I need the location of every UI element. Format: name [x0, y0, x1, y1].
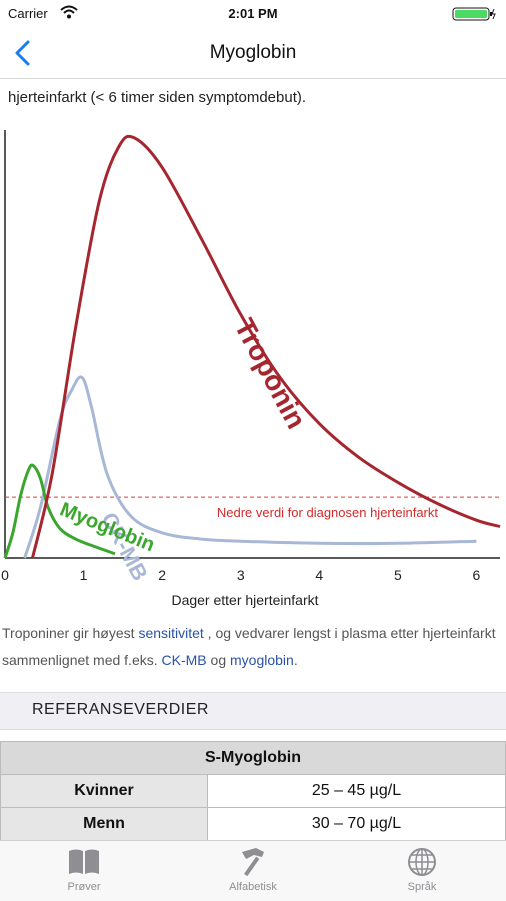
chart-caption: Troponiner gir høyest sensitivitet , og … — [2, 620, 502, 674]
troponin-line — [31, 134, 501, 559]
status-bar: Carrier 2:01 PM — [0, 0, 506, 28]
intro-text: hjerteinfarkt (< 6 timer siden symptomde… — [8, 89, 307, 106]
x-tick-label: 6 — [473, 567, 481, 583]
caption-text-4: . — [293, 652, 298, 668]
myoglobin-label: Myoglobin — [57, 499, 158, 557]
table-title: S-Myoglobin — [0, 741, 506, 775]
table-row: Kvinner 25 – 45 µg/L — [0, 774, 506, 808]
status-time: 2:01 PM — [228, 6, 278, 21]
tab-label: Alfabetisk — [229, 881, 277, 893]
x-tick-label: 2 — [158, 567, 166, 583]
x-tick-label: 5 — [394, 567, 402, 583]
globe-icon — [408, 848, 436, 876]
row-value: 30 – 70 µg/L — [207, 807, 506, 841]
reference-section-header: REFERANSEVERDIER — [0, 692, 506, 730]
sensitivitet-link[interactable]: sensitivitet — [138, 625, 204, 641]
x-tick-label: 3 — [237, 567, 245, 583]
back-chevron-icon[interactable] — [8, 38, 38, 68]
row-value: 25 – 45 µg/L — [207, 774, 506, 808]
row-label: Menn — [0, 807, 208, 841]
tab-sprak[interactable]: Språk — [362, 847, 482, 893]
tab-alfabetisk[interactable]: Alfabetisk — [193, 847, 313, 893]
hammer-icon — [242, 848, 264, 877]
chart-svg: Nedre verdi for diagnosen hjerteinfarkt T… — [1, 130, 501, 608]
tab-label: Prøver — [67, 881, 101, 893]
tab-bar: Prøver Alfabetisk Språk — [0, 840, 506, 901]
x-axis-label: Dager etter hjerteinfarkt — [171, 592, 318, 608]
clipped-text-line — [6, 74, 386, 78]
tab-label: Språk — [407, 881, 437, 893]
caption-text-1: Troponiner gir høyest — [2, 625, 139, 641]
myoglobin-line — [3, 463, 116, 559]
caption-text-3: og — [206, 652, 230, 668]
caption-text-2: , og vedvarer lengst i plasma etter hjer… — [2, 625, 496, 668]
tab-prover[interactable]: Prøver — [24, 847, 144, 893]
battery-icon — [452, 7, 496, 21]
table-row: Menn 30 – 70 µg/L — [0, 807, 506, 841]
myoglobin-link[interactable]: myoglobin — [230, 652, 294, 668]
biomarker-chart: Nedre verdi for diagnosen hjerteinfarkt T… — [0, 120, 506, 620]
troponin-label: Troponin — [229, 313, 313, 433]
carrier-label: Carrier — [8, 6, 48, 21]
table-header-row: S-Myoglobin — [0, 741, 506, 775]
x-tick-label: 1 — [80, 567, 88, 583]
reference-table: S-Myoglobin Kvinner 25 – 45 µg/L Menn 30… — [0, 741, 506, 841]
x-tick-label: 0 — [1, 567, 9, 583]
navigation-bar: Myoglobin — [0, 28, 506, 79]
wifi-icon — [60, 5, 78, 19]
x-tick-label: 4 — [315, 567, 323, 583]
ck-mb-link[interactable]: CK-MB — [161, 652, 207, 668]
row-label: Kvinner — [0, 774, 208, 808]
threshold-label: Nedre verdi for diagnosen hjerteinfarkt — [217, 505, 439, 520]
reference-section-title: REFERANSEVERDIER — [32, 701, 209, 718]
book-icon — [69, 849, 99, 874]
page-title: Myoglobin — [209, 42, 297, 63]
